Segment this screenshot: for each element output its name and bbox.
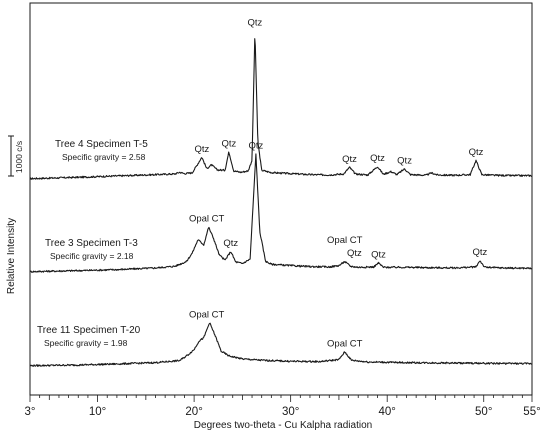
peak-label: Qtz: [370, 153, 385, 164]
diffraction-line: [29, 153, 532, 273]
x-tick-label: 3°: [25, 406, 36, 418]
specimen-title: Tree 3 Specimen T-3: [45, 238, 138, 249]
peak-label: Qtz: [347, 248, 362, 259]
x-axis: 3° 10° 20° 30° 40° 50° 55°: [25, 395, 541, 418]
x-axis-title: Degrees two-theta - Cu Kalpha radiation: [194, 420, 372, 431]
specific-gravity-label: Specific gravity = 1.98: [44, 338, 128, 348]
peak-label: Qtz: [249, 141, 264, 152]
diffraction-line: [29, 322, 532, 367]
peak-label: Qtz: [469, 147, 484, 158]
specimen-title: Tree 4 Specimen T-5: [55, 139, 148, 150]
peak-label: Opal CT: [327, 339, 363, 350]
peak-label: Opal CT: [189, 213, 225, 224]
peak-label: Opal CT: [189, 309, 225, 320]
y-axis-title: Relative Intensity: [6, 218, 17, 294]
peak-label: Qtz: [371, 250, 386, 261]
x-tick-label: 30°: [282, 406, 299, 418]
specific-gravity-label: Specific gravity = 2.18: [50, 251, 134, 261]
peak-label: Qtz: [221, 138, 236, 149]
specimen-titles: Tree 4 Specimen T-5 Specific gravity = 2.…: [37, 139, 148, 348]
peak-label: Qtz: [472, 247, 487, 258]
peak-label: Qtz: [397, 156, 412, 167]
peak-label: Qtz: [342, 154, 357, 165]
x-tick-label: 55°: [523, 406, 540, 418]
peak-label: Qtz: [248, 17, 263, 28]
scale-bar-label: 1000 c/s: [14, 141, 24, 173]
peak-label: Qtz: [223, 238, 238, 249]
peak-labels: Qtz Qtz Qtz Qtz Qtz Qtz Qtz Opal CT Qtz Qtz Opal C…: [189, 17, 488, 349]
plot-border: [29, 2, 533, 396]
x-tick-label: 40°: [378, 406, 395, 418]
specimen-title: Tree 11 Specimen T-20: [37, 325, 141, 336]
plot-frame: [29, 2, 533, 396]
specific-gravity-label: Specific gravity = 2.58: [62, 152, 146, 162]
peak-label: Opal CT: [327, 235, 363, 246]
x-tick-label: 20°: [185, 406, 202, 418]
peak-label: Qtz: [194, 144, 209, 155]
x-tick-label: 10°: [89, 406, 106, 418]
diffraction-patterns: [29, 38, 532, 367]
diffraction-line: [29, 38, 532, 180]
x-tick-label: 50°: [475, 406, 492, 418]
y-scale-bar: 1000 c/s: [8, 135, 24, 177]
